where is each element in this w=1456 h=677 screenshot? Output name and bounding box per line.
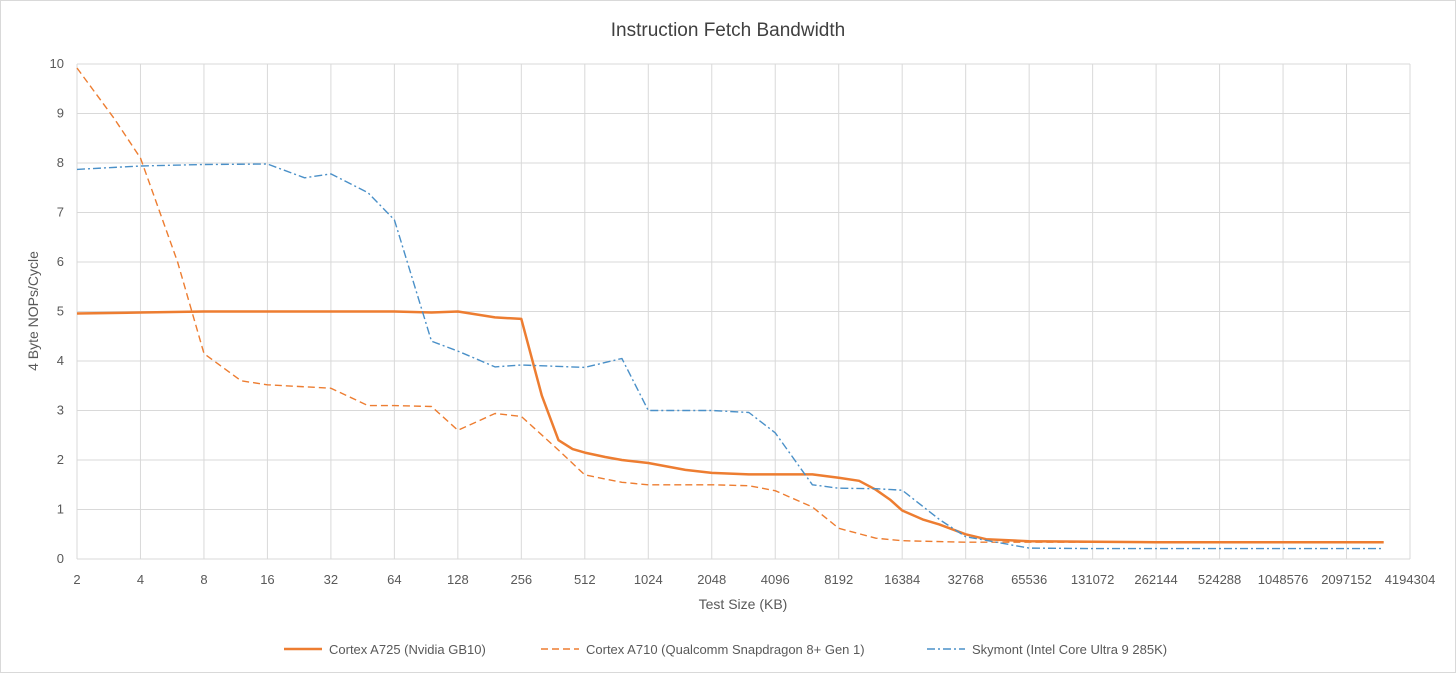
x-tick-label: 64 <box>387 572 401 587</box>
y-tick-label: 8 <box>57 155 64 170</box>
y-tick-label: 5 <box>57 304 64 319</box>
x-tick-label: 512 <box>574 572 596 587</box>
x-tick-label: 32 <box>324 572 338 587</box>
x-tick-label: 65536 <box>1011 572 1047 587</box>
x-axis-label: Test Size (KB) <box>699 596 788 612</box>
series-line-2 <box>76 67 1384 543</box>
y-tick-label: 0 <box>57 551 64 566</box>
chart-title: Instruction Fetch Bandwidth <box>611 20 845 41</box>
y-tick-label: 7 <box>57 205 64 220</box>
x-tick-label: 262144 <box>1134 572 1177 587</box>
x-tick-label: 4194304 <box>1385 572 1436 587</box>
x-tick-label: 16 <box>260 572 274 587</box>
x-tick-label: 1048576 <box>1258 572 1309 587</box>
series-line-3 <box>76 163 1384 550</box>
legend-entry: Cortex A725 (Nvidia GB10) <box>329 642 486 657</box>
x-tick-label: 256 <box>510 572 532 587</box>
x-tick-label: 2048 <box>697 572 726 587</box>
x-tick-label: 131072 <box>1071 572 1114 587</box>
series-line-1 <box>76 310 1384 544</box>
x-axis-ticks: 2 4 8 16 32 64 128 256 512 1024 2048 4096 8192 16384 3… <box>73 572 1435 587</box>
x-tick-label: 4096 <box>761 572 790 587</box>
x-tick-label: 1024 <box>634 572 663 587</box>
y-tick-label: 3 <box>57 403 64 418</box>
x-tick-label: 4 <box>137 572 144 587</box>
x-tick-label: 8192 <box>824 572 853 587</box>
y-tick-label: 9 <box>57 106 64 121</box>
x-tick-label: 32768 <box>948 572 984 587</box>
x-tick-label: 524288 <box>1198 572 1241 587</box>
legend: Cortex A725 (Nvidia GB10) Cortex A710 (Qu… <box>284 642 1167 657</box>
x-tick-label: 2 <box>73 572 80 587</box>
y-tick-label: 10 <box>50 56 64 71</box>
series-lines <box>76 67 1384 550</box>
y-axis-label: 4 Byte NOPs/Cycle <box>25 251 41 371</box>
y-tick-label: 2 <box>57 452 64 467</box>
x-tick-label: 16384 <box>884 572 920 587</box>
y-tick-label: 4 <box>57 353 64 368</box>
legend-entry: Cortex A710 (Qualcomm Snapdragon 8+ Gen … <box>586 642 865 657</box>
x-tick-label: 2097152 <box>1321 572 1372 587</box>
legend-entry: Skymont (Intel Core Ultra 9 285K) <box>972 642 1167 657</box>
y-tick-label: 6 <box>57 254 64 269</box>
x-tick-label: 128 <box>447 572 469 587</box>
y-tick-label: 1 <box>57 502 64 517</box>
y-axis-ticks: 0 1 2 3 4 5 6 7 8 9 10 <box>50 56 64 566</box>
x-tick-label: 8 <box>200 572 207 587</box>
